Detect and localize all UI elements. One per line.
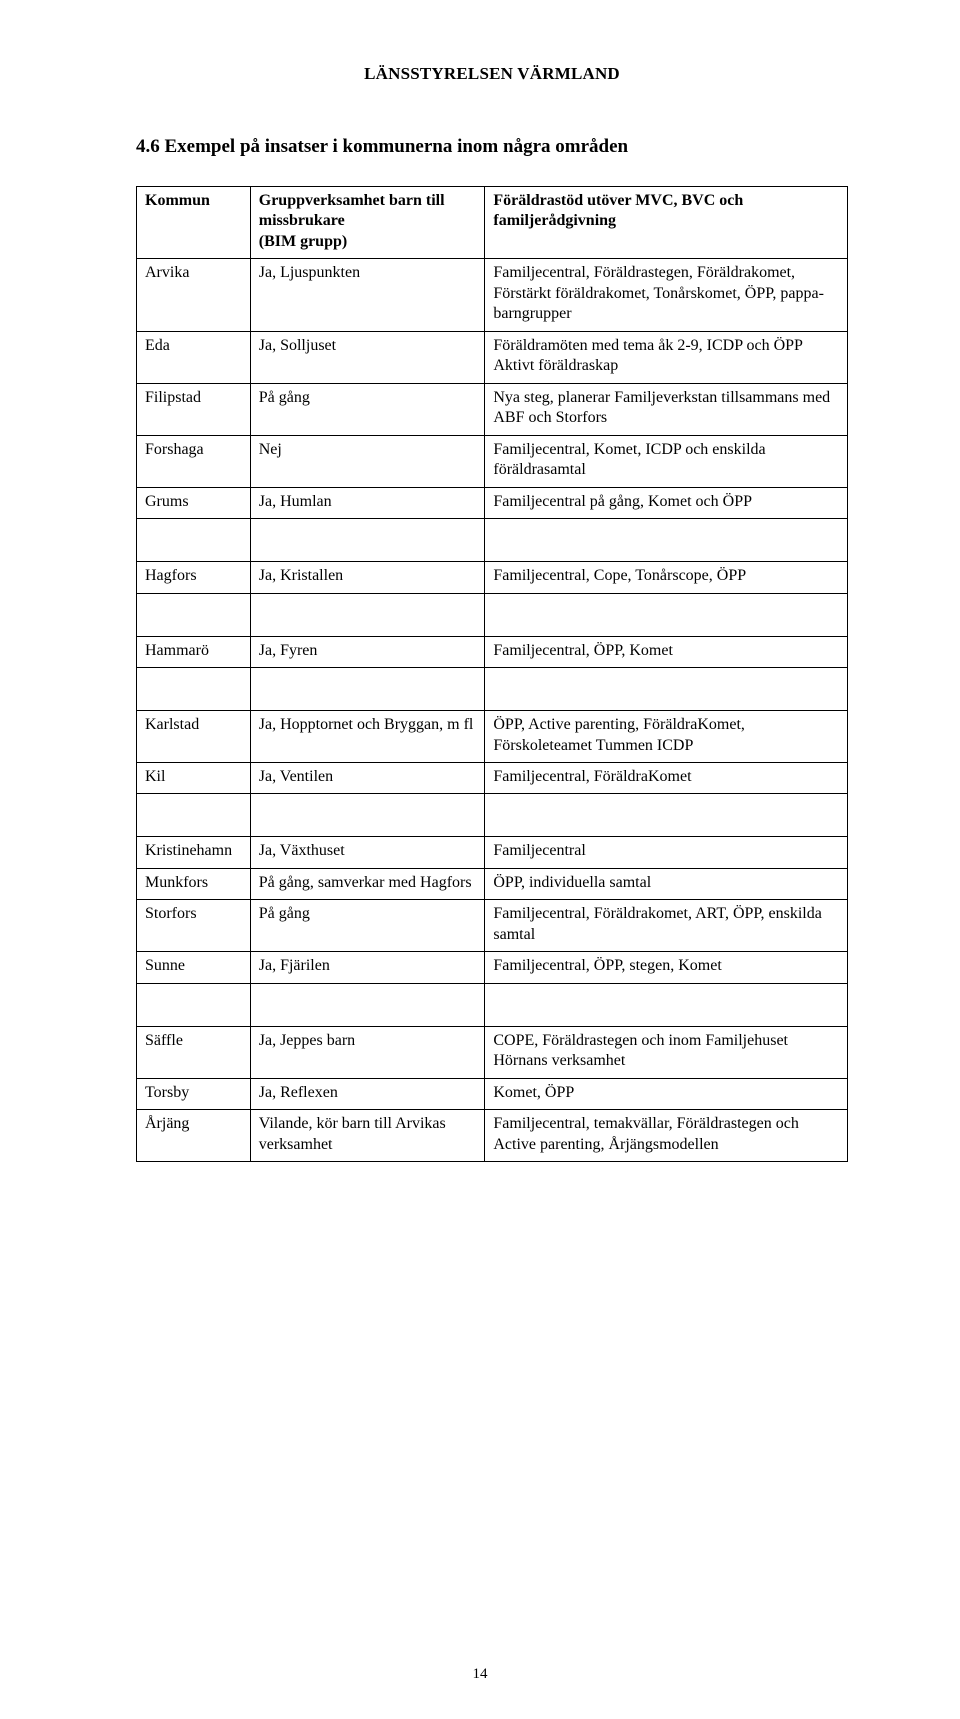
cell-kommun: Hagfors — [137, 562, 251, 593]
cell-foraldrastod: Familjecentral, ÖPP, Komet — [485, 636, 848, 667]
table-row: MunkforsPå gång, samverkar med HagforsÖP… — [137, 868, 848, 899]
cell-grupp: Ja, Humlan — [250, 487, 485, 518]
spacer-cell — [137, 794, 251, 837]
spacer-cell — [485, 593, 848, 636]
cell-kommun: Storfors — [137, 900, 251, 952]
cell-grupp: Nej — [250, 435, 485, 487]
cell-kommun: Grums — [137, 487, 251, 518]
cell-foraldrastod: Familjecentral på gång, Komet och ÖPP — [485, 487, 848, 518]
cell-grupp: Ja, Jeppes barn — [250, 1026, 485, 1078]
cell-kommun: Kristinehamn — [137, 837, 251, 868]
cell-grupp: På gång — [250, 383, 485, 435]
table-row: GrumsJa, HumlanFamiljecentral på gång, K… — [137, 487, 848, 518]
section-heading: 4.6 Exempel på insatser i kommunerna ino… — [136, 136, 848, 158]
cell-kommun: Torsby — [137, 1078, 251, 1109]
cell-kommun: Årjäng — [137, 1110, 251, 1162]
cell-kommun: Eda — [137, 331, 251, 383]
spacer-cell — [485, 668, 848, 711]
cell-grupp: På gång — [250, 900, 485, 952]
table-row: ArvikaJa, LjuspunktenFamiljecentral, För… — [137, 259, 848, 331]
cell-kommun: Karlstad — [137, 711, 251, 763]
table-row: KilJa, VentilenFamiljecentral, FöräldraK… — [137, 762, 848, 793]
spacer-cell — [137, 668, 251, 711]
table-row: ForshagaNejFamiljecentral, Komet, ICDP o… — [137, 435, 848, 487]
table-row: TorsbyJa, ReflexenKomet, ÖPP — [137, 1078, 848, 1109]
table-row: ÅrjängVilande, kör barn till Arvikas ver… — [137, 1110, 848, 1162]
document-header: LÄNSSTYRELSEN VÄRMLAND — [136, 64, 848, 84]
spacer-cell — [250, 794, 485, 837]
cell-kommun: Munkfors — [137, 868, 251, 899]
cell-foraldrastod: Nya steg, planerar Familjeverkstan tills… — [485, 383, 848, 435]
spacer-cell — [137, 983, 251, 1026]
spacer-cell — [250, 593, 485, 636]
table-spacer-row — [137, 794, 848, 837]
cell-grupp: Ja, Ventilen — [250, 762, 485, 793]
cell-grupp: Ja, Växthuset — [250, 837, 485, 868]
spacer-cell — [250, 668, 485, 711]
table-spacer-row — [137, 519, 848, 562]
cell-grupp: Ja, Fjärilen — [250, 952, 485, 983]
spacer-cell — [485, 519, 848, 562]
cell-foraldrastod: Familjecentral, Komet, ICDP och enskilda… — [485, 435, 848, 487]
table-row: StorforsPå gångFamiljecentral, Föräldrak… — [137, 900, 848, 952]
spacer-cell — [137, 519, 251, 562]
table-row: SunneJa, FjärilenFamiljecentral, ÖPP, st… — [137, 952, 848, 983]
cell-foraldrastod: Familjecentral, Föräldrakomet, ART, ÖPP,… — [485, 900, 848, 952]
table-row: KristinehamnJa, VäxthusetFamiljecentral — [137, 837, 848, 868]
cell-kommun: Arvika — [137, 259, 251, 331]
table-row: KarlstadJa, Hopptornet och Bryggan, m fl… — [137, 711, 848, 763]
cell-kommun: Kil — [137, 762, 251, 793]
table-row: HagforsJa, KristallenFamiljecentral, Cop… — [137, 562, 848, 593]
cell-grupp: Vilande, kör barn till Arvikas verksamhe… — [250, 1110, 485, 1162]
cell-foraldrastod: Familjecentral, Föräldrastegen, Föräldra… — [485, 259, 848, 331]
page-number: 14 — [0, 1666, 960, 1683]
cell-grupp: På gång, samverkar med Hagfors — [250, 868, 485, 899]
col-header-grupp: Gruppverksamhet barn till missbrukare(BI… — [250, 187, 485, 259]
table-spacer-row — [137, 593, 848, 636]
cell-grupp: Ja, Reflexen — [250, 1078, 485, 1109]
table-spacer-row — [137, 983, 848, 1026]
cell-grupp: Ja, Ljuspunkten — [250, 259, 485, 331]
cell-kommun: Filipstad — [137, 383, 251, 435]
table-header-row: KommunGruppverksamhet barn till missbruk… — [137, 187, 848, 259]
cell-foraldrastod: Komet, ÖPP — [485, 1078, 848, 1109]
cell-grupp: Ja, Hopptornet och Bryggan, m fl — [250, 711, 485, 763]
cell-foraldrastod: Familjecentral, FöräldraKomet — [485, 762, 848, 793]
cell-kommun: Sunne — [137, 952, 251, 983]
spacer-cell — [250, 519, 485, 562]
cell-foraldrastod: COPE, Föräldrastegen och inom Familjehus… — [485, 1026, 848, 1078]
col-header-kommun: Kommun — [137, 187, 251, 259]
table-row: FilipstadPå gångNya steg, planerar Famil… — [137, 383, 848, 435]
cell-foraldrastod: Familjecentral, temakvällar, Föräldraste… — [485, 1110, 848, 1162]
spacer-cell — [485, 794, 848, 837]
cell-foraldrastod: ÖPP, Active parenting, FöräldraKomet,För… — [485, 711, 848, 763]
spacer-cell — [137, 593, 251, 636]
spacer-cell — [250, 983, 485, 1026]
table-row: HammaröJa, FyrenFamiljecentral, ÖPP, Kom… — [137, 636, 848, 667]
cell-foraldrastod: Familjecentral — [485, 837, 848, 868]
col-header-foraldrastod: Föräldrastöd utöver MVC, BVC och familje… — [485, 187, 848, 259]
cell-foraldrastod: Familjecentral, ÖPP, stegen, Komet — [485, 952, 848, 983]
cell-grupp: Ja, Solljuset — [250, 331, 485, 383]
table-row: SäffleJa, Jeppes barnCOPE, Föräldrastege… — [137, 1026, 848, 1078]
data-table: KommunGruppverksamhet barn till missbruk… — [136, 186, 848, 1162]
table-row: EdaJa, SolljusetFöräldramöten med tema å… — [137, 331, 848, 383]
cell-kommun: Säffle — [137, 1026, 251, 1078]
cell-foraldrastod: Föräldramöten med tema åk 2-9, ICDP och … — [485, 331, 848, 383]
cell-grupp: Ja, Kristallen — [250, 562, 485, 593]
cell-grupp: Ja, Fyren — [250, 636, 485, 667]
cell-kommun: Hammarö — [137, 636, 251, 667]
cell-foraldrastod: Familjecentral, Cope, Tonårscope, ÖPP — [485, 562, 848, 593]
table-spacer-row — [137, 668, 848, 711]
cell-kommun: Forshaga — [137, 435, 251, 487]
page: LÄNSSTYRELSEN VÄRMLAND 4.6 Exempel på in… — [0, 0, 960, 1719]
spacer-cell — [485, 983, 848, 1026]
cell-foraldrastod: ÖPP, individuella samtal — [485, 868, 848, 899]
